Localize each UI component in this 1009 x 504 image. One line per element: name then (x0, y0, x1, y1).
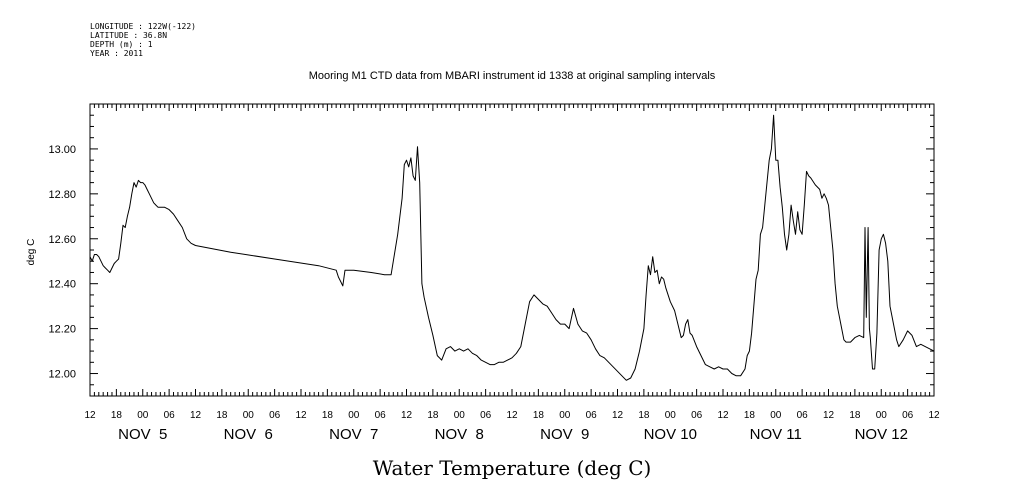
y-axis: 12.00 12.20 12.40 12.60 12.80 13.00 (48, 103, 934, 397)
chart-title: Mooring M1 CTD data from MBARI instrumen… (309, 70, 716, 82)
x-hour-label: 00 (665, 410, 677, 421)
x-hour-label: 12 (506, 410, 518, 421)
header-longitude: LONGITUDE : 122W(-122) (90, 22, 196, 31)
x-hour-label: 12 (190, 410, 202, 421)
x-day-label: NOV 9 (540, 426, 589, 443)
x-hour-label: 00 (559, 410, 571, 421)
x-hour-label: 12 (928, 410, 940, 421)
x-day-label: NOV 6 (224, 426, 273, 443)
y-tick-label: 13.00 (48, 144, 76, 156)
x-hour-label: 00 (454, 410, 466, 421)
header-info: LONGITUDE : 122W(-122) LATITUDE : 36.8N … (90, 22, 196, 58)
temperature-series-line (89, 114, 935, 381)
header-depth: DEPTH (m) : 1 (90, 40, 153, 49)
y-axis-label: deg C (26, 239, 37, 266)
header-year: YEAR : 2011 (90, 49, 143, 58)
x-day-label: NOV 5 (118, 426, 167, 443)
x-hour-label: 12 (84, 410, 96, 421)
x-hour-label: 12 (612, 410, 624, 421)
x-hour-label: 06 (480, 410, 492, 421)
x-hour-label: 18 (849, 410, 861, 421)
x-hour-label: 06 (902, 410, 914, 421)
series-layer (89, 114, 935, 381)
x-hour-label: 18 (638, 410, 650, 421)
x-hour-label: 00 (243, 410, 255, 421)
x-hour-label: 00 (770, 410, 782, 421)
y-tick-label: 12.60 (48, 234, 76, 246)
x-hour-label: 00 (876, 410, 888, 421)
x-hour-label: 06 (375, 410, 387, 421)
x-hour-label: 06 (164, 410, 176, 421)
x-axis: 12 18 00 06 12 18 00 06 12 18 00 06 12 18 00 06 12 18 00 06… (84, 104, 940, 443)
x-hour-label: 18 (533, 410, 545, 421)
x-hour-label: 18 (216, 410, 228, 421)
x-day-label: NOV 7 (329, 426, 378, 443)
x-hour-label: 18 (427, 410, 439, 421)
x-hour-label: 12 (401, 410, 413, 421)
y-tick-label: 12.20 (48, 324, 76, 336)
x-day-label: NOV 10 (644, 426, 697, 443)
x-hour-label: 12 (295, 410, 307, 421)
header-latitude: LATITUDE : 36.8N (90, 31, 167, 40)
x-hour-label: 18 (111, 410, 123, 421)
y-tick-label: 12.40 (48, 279, 76, 291)
x-hour-label: 06 (691, 410, 703, 421)
x-day-label: NOV 11 (750, 426, 802, 443)
x-hour-label: 00 (137, 410, 149, 421)
x-day-label: NOV 12 (855, 426, 908, 443)
x-hour-label: 18 (744, 410, 756, 421)
x-hour-label: 12 (823, 410, 835, 421)
x-hour-label: 18 (322, 410, 334, 421)
x-hour-label: 06 (269, 410, 281, 421)
x-hour-label: 06 (586, 410, 598, 421)
x-hour-label: 00 (348, 410, 360, 421)
y-tick-label: 12.00 (48, 369, 76, 381)
x-hour-label: 12 (717, 410, 729, 421)
x-axis-label: Water Temperature (deg C) (373, 456, 652, 480)
x-hour-label: 06 (797, 410, 809, 421)
y-tick-label: 12.80 (48, 189, 76, 201)
x-day-label: NOV 8 (435, 426, 484, 443)
